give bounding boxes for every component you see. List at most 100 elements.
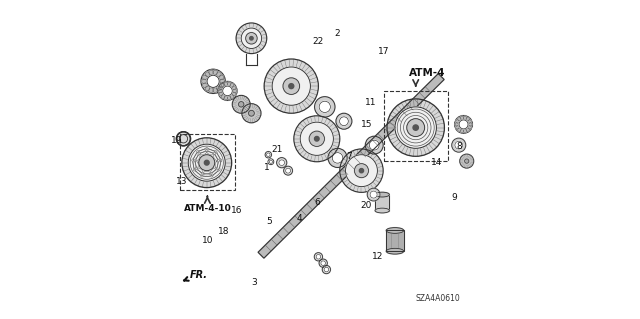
Circle shape (314, 137, 319, 141)
Circle shape (268, 159, 274, 165)
Circle shape (463, 116, 467, 120)
Circle shape (466, 128, 469, 131)
Circle shape (283, 78, 300, 94)
Text: 7: 7 (346, 152, 351, 161)
Circle shape (454, 115, 472, 133)
Circle shape (227, 82, 231, 86)
Circle shape (224, 82, 228, 86)
Bar (375, 195, 389, 211)
Circle shape (455, 123, 458, 126)
Text: 22: 22 (313, 37, 324, 46)
Circle shape (213, 70, 218, 75)
Text: 14: 14 (431, 158, 442, 167)
Circle shape (264, 59, 319, 113)
Circle shape (456, 120, 460, 123)
Circle shape (201, 69, 225, 93)
Polygon shape (258, 74, 444, 258)
Circle shape (395, 107, 436, 148)
Text: 1: 1 (264, 163, 269, 172)
Circle shape (276, 158, 287, 168)
Text: 19: 19 (172, 136, 183, 145)
Circle shape (230, 95, 234, 98)
Circle shape (220, 86, 223, 90)
Text: SZA4A0610: SZA4A0610 (415, 294, 460, 303)
Text: 8: 8 (456, 142, 461, 151)
Text: 15: 15 (360, 120, 372, 129)
Circle shape (232, 86, 236, 90)
Circle shape (314, 253, 323, 261)
Text: 20: 20 (360, 201, 372, 210)
Circle shape (465, 159, 469, 163)
Circle shape (284, 166, 292, 175)
Circle shape (460, 129, 464, 133)
Circle shape (203, 83, 207, 88)
Circle shape (459, 120, 468, 129)
Circle shape (322, 265, 330, 274)
Circle shape (269, 160, 273, 163)
Text: 21: 21 (271, 145, 283, 154)
Circle shape (188, 144, 225, 181)
Circle shape (220, 79, 225, 84)
Text: 5: 5 (266, 217, 272, 226)
Text: 6: 6 (314, 198, 320, 207)
Circle shape (321, 261, 326, 265)
Circle shape (285, 168, 291, 173)
Circle shape (289, 84, 294, 89)
Circle shape (463, 129, 467, 133)
Ellipse shape (386, 228, 404, 234)
Text: 3: 3 (252, 278, 257, 287)
Circle shape (213, 88, 218, 93)
Circle shape (316, 255, 321, 259)
Circle shape (413, 125, 419, 130)
Circle shape (265, 152, 271, 158)
Circle shape (279, 160, 285, 166)
Circle shape (458, 128, 461, 131)
Circle shape (267, 153, 270, 157)
Ellipse shape (375, 208, 389, 213)
Text: 12: 12 (372, 252, 383, 261)
Circle shape (468, 120, 471, 123)
Circle shape (324, 267, 329, 272)
Text: 2: 2 (335, 29, 340, 38)
Circle shape (203, 75, 207, 80)
Circle shape (458, 117, 461, 121)
Circle shape (207, 75, 219, 87)
Bar (386, 231, 404, 251)
Circle shape (216, 72, 221, 77)
Circle shape (177, 132, 191, 146)
Circle shape (236, 23, 267, 54)
Circle shape (233, 89, 237, 93)
Bar (375, 195, 389, 211)
Circle shape (218, 89, 222, 93)
Text: 4: 4 (296, 214, 302, 223)
Circle shape (219, 75, 223, 80)
Circle shape (407, 119, 424, 137)
Circle shape (369, 140, 379, 150)
Circle shape (216, 86, 221, 91)
Circle shape (300, 122, 333, 155)
Circle shape (466, 117, 469, 121)
Circle shape (232, 92, 236, 96)
Circle shape (328, 148, 347, 167)
Circle shape (205, 86, 210, 91)
Circle shape (294, 116, 340, 162)
Circle shape (460, 116, 464, 120)
Circle shape (367, 188, 380, 201)
Bar (180, 134, 236, 190)
Circle shape (468, 126, 471, 129)
Circle shape (223, 86, 232, 96)
Circle shape (242, 104, 261, 123)
Circle shape (250, 37, 253, 40)
Circle shape (319, 259, 327, 267)
Circle shape (365, 136, 383, 154)
Circle shape (460, 154, 474, 168)
Circle shape (332, 153, 343, 163)
Circle shape (248, 110, 254, 116)
Circle shape (360, 168, 364, 173)
Text: 16: 16 (231, 206, 243, 215)
Text: 10: 10 (202, 236, 214, 245)
Circle shape (224, 96, 228, 100)
Circle shape (456, 126, 460, 129)
Circle shape (219, 83, 223, 88)
Circle shape (340, 117, 348, 126)
